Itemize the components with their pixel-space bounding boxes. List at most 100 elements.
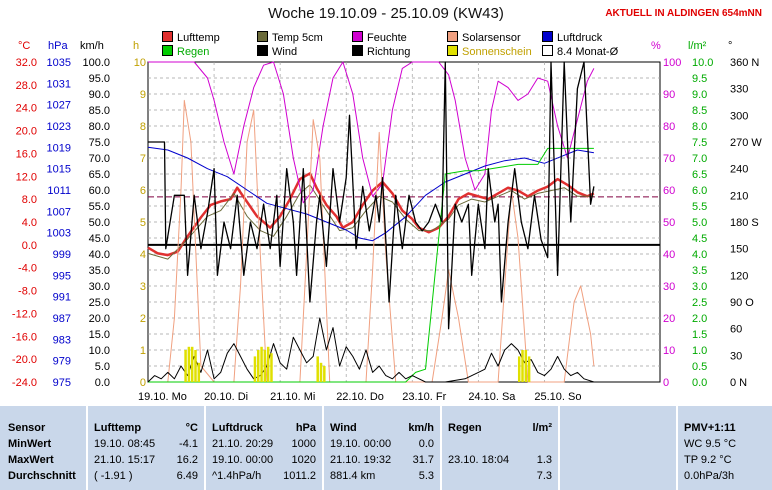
weather-chart: 19.10. Mo 20.10. Di 21.10. Mi 22.10. Do 23.1… xyxy=(12,57,762,403)
tick-label-kmh: 95.0 xyxy=(89,73,110,85)
stats-header-luftdruck: Luftdruck xyxy=(212,422,263,434)
stats-col-luftdruck: Luftdruck hPa 21.10. 20:29 1000 19.10. 0… xyxy=(206,406,324,490)
tick-label-pct: 50 xyxy=(663,217,675,229)
tick-label-kmh: 45.0 xyxy=(89,233,110,245)
tick-label-hpa: 1035 xyxy=(47,57,71,69)
day-label: 21.10. Mi xyxy=(270,391,315,403)
tick-label-lm2: 10.0 xyxy=(692,57,713,69)
tick-label-kmh: 85.0 xyxy=(89,105,110,117)
stats-label-avg: Durchschnitt xyxy=(8,470,76,482)
tick-label-hpa: 1023 xyxy=(47,121,71,133)
tick-label-lm2: 9.5 xyxy=(692,73,707,85)
tick-label-h: 8 xyxy=(140,121,146,133)
tick-label-temp: -24.0 xyxy=(12,377,37,389)
tick-label-temp: -4.0 xyxy=(18,263,37,275)
tick-label-kmh: 50.0 xyxy=(89,217,110,229)
tick-label-hpa: 995 xyxy=(53,270,71,282)
tick-label-hpa: 983 xyxy=(53,334,71,346)
tick-label-lm2: 1.5 xyxy=(692,329,707,341)
chart-title: Woche 19.10.09 - 25.10.09 (KW43) xyxy=(268,5,504,22)
unit-h: h xyxy=(133,40,140,52)
tick-label-pct: 100 xyxy=(663,57,681,69)
day-label: 25.10. So xyxy=(534,391,581,403)
tick-label-temp: 24.0 xyxy=(16,103,37,115)
sunshine-bar xyxy=(197,362,201,382)
day-label: 22.10. Do xyxy=(336,391,384,403)
sunshine-bar xyxy=(260,346,263,382)
stats-panel: Sensor MinWert MaxWert Durchschnitt Luft… xyxy=(0,406,772,490)
tick-label-h: 1 xyxy=(140,345,146,357)
tick-label-h: 0 xyxy=(140,377,146,389)
sunshine-bar xyxy=(521,350,524,382)
tick-label-h: 9 xyxy=(140,89,146,101)
tick-label-h: 2 xyxy=(140,313,146,325)
tick-label-lm2: 4.5 xyxy=(692,233,707,245)
sunshine-bar xyxy=(319,362,323,382)
legend-lufttemp: Lufttemp xyxy=(162,31,220,44)
tick-label-deg: 330 xyxy=(730,84,748,96)
stats-header-sensor: Sensor xyxy=(8,422,46,434)
stats-value: 23.10. 18:04 xyxy=(448,454,510,466)
stats-unit-wind: km/h xyxy=(408,422,434,434)
series-lufttemp xyxy=(147,172,595,257)
tick-label-temp: 4.0 xyxy=(22,217,37,229)
tick-label-pct: 30 xyxy=(663,281,675,293)
tick-label-deg: 360 N xyxy=(730,57,759,69)
tick-label-lm2: 3.0 xyxy=(692,281,707,293)
stats-col-sensor: Sensor MinWert MaxWert Durchschnitt xyxy=(0,406,88,490)
tick-label-temp: -16.0 xyxy=(12,331,37,343)
legend-luftdruck: Luftdruck xyxy=(542,31,602,44)
tick-label-lm2: 6.0 xyxy=(692,185,707,197)
tick-label-temp: 20.0 xyxy=(16,126,37,138)
tick-label-hpa: 1027 xyxy=(47,100,71,112)
stats-header-wind: Wind xyxy=(330,422,357,434)
stats-value: 5.3 xyxy=(418,470,434,482)
tick-label-deg: 240 xyxy=(730,164,748,176)
tick-label-deg: 90 O xyxy=(730,297,754,309)
tick-label-kmh: 15.0 xyxy=(89,329,110,341)
legend-sonnenschein: Sonnenschein xyxy=(447,45,532,58)
sunshine-bar xyxy=(316,356,319,382)
stats-header-pmv: PMV+1:11 xyxy=(684,422,736,434)
sunshine-bar xyxy=(524,350,528,382)
tick-label-lm2: 7.5 xyxy=(692,137,707,149)
legend-feuchte: Feuchte xyxy=(352,31,407,44)
tick-label-pct: 10 xyxy=(663,345,675,357)
stats-value: ^1.4hPa/h xyxy=(212,470,262,482)
tick-label-temp: 16.0 xyxy=(16,148,37,160)
stats-unit-lufttemp: °C xyxy=(185,422,198,434)
tick-label-deg: 60 xyxy=(730,324,742,336)
stats-label-min: MinWert xyxy=(8,438,52,450)
tick-label-kmh: 60.0 xyxy=(89,185,110,197)
tick-label-h: 4 xyxy=(140,249,146,261)
tick-label-hpa: 1019 xyxy=(47,142,71,154)
tick-label-temp: -12.0 xyxy=(12,308,37,320)
legend-wind: Wind xyxy=(257,45,297,58)
day-label: 19.10. Mo xyxy=(138,391,187,403)
stats-col-wind: Wind km/h 19.10. 00:00 0.0 21.10. 19:32 … xyxy=(324,406,442,490)
stats-label-max: MaxWert xyxy=(8,454,54,466)
stats-value: ( -1.91 ) xyxy=(94,470,133,482)
tick-label-h: 6 xyxy=(140,185,146,197)
tick-label-pct: 90 xyxy=(663,89,675,101)
series-luftdruck xyxy=(147,146,594,242)
unit-temp: °C xyxy=(18,40,31,52)
tick-label-deg: 300 xyxy=(730,110,748,122)
location-banner[interactable]: AKTUELL IN ALDINGEN 654mNN xyxy=(605,8,762,19)
stats-value: 19.10. 00:00 xyxy=(330,438,392,450)
tick-label-kmh: 70.0 xyxy=(89,153,110,165)
tick-label-lm2: 0.5 xyxy=(692,361,707,373)
legend-richtung: Richtung xyxy=(352,45,410,58)
sunshine-bar xyxy=(194,350,197,382)
tick-label-deg: 0 N xyxy=(730,377,747,389)
stats-value: 21.10. 15:17 xyxy=(94,454,156,466)
sunshine-bar xyxy=(253,356,257,382)
tick-label-deg: 270 W xyxy=(730,137,762,149)
tick-label-kmh: 10.0 xyxy=(89,345,110,357)
unit-hpa: hPa xyxy=(48,40,68,52)
tick-label-hpa: 1011 xyxy=(47,185,71,197)
stats-header-regen: Regen xyxy=(448,422,482,434)
tick-label-pct: 60 xyxy=(663,185,675,197)
tick-label-lm2: 9.0 xyxy=(692,89,707,101)
sunshine-bar xyxy=(266,346,270,382)
